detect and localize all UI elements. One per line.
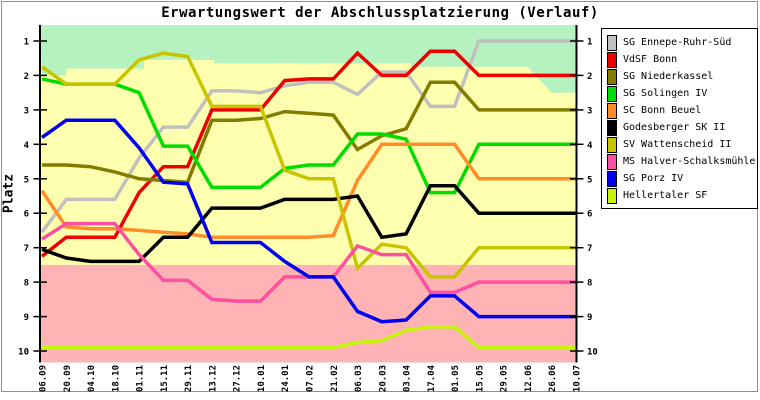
legend-item: SG Solingen IV (607, 85, 757, 102)
legend-item: VdSF Bonn (607, 51, 757, 68)
legend-item: SG Niederkassel (607, 68, 757, 85)
legend-label: VdSF Bonn (623, 54, 678, 65)
series-line-1 (40, 49, 576, 258)
y-tick-label-right: 5 (587, 175, 592, 185)
legend-swatch (607, 119, 617, 136)
legend-item: SV Wattenscheid II (607, 136, 757, 153)
chart-title: Erwartungswert der Abschlussplatzierung … (161, 5, 599, 21)
x-tick-label: 24.01 (281, 365, 291, 392)
legend-item: Godesberger SK II (607, 119, 757, 136)
x-tick-label: 29.11 (184, 365, 194, 392)
x-tick-label: 20.09 (63, 365, 73, 392)
x-tick-label: 18.10 (111, 365, 121, 392)
legend-swatch (607, 136, 617, 153)
y-axis-title: Platz (1, 173, 17, 214)
legend-swatch (607, 34, 617, 51)
y-tick-label-right: 2 (587, 72, 592, 82)
legend-item: MS Halver-Schalksmühle (607, 153, 757, 170)
x-tick-label: 01.11 (136, 365, 146, 392)
x-tick-label: 10.07 (573, 365, 583, 392)
y-tick-label-left: 7 (24, 244, 29, 254)
legend-swatch (607, 85, 617, 102)
y-tick-label-right: 6 (587, 210, 592, 220)
x-tick-label: 15.11 (160, 365, 170, 392)
x-tick-label: 26.06 (548, 365, 558, 392)
series-line-4 (40, 142, 576, 240)
x-tick-label: 27.12 (233, 365, 243, 392)
series-line-2 (42, 80, 576, 185)
x-tick-label: 17.04 (427, 364, 437, 392)
zone-top (40, 25, 577, 93)
legend-label: Hellertaler SF (623, 190, 708, 201)
series-line-6 (40, 51, 576, 279)
y-tick-label-left: 1 (24, 38, 29, 48)
y-tick-label-right: 4 (587, 141, 593, 151)
legend-label: SV Wattenscheid II (623, 139, 732, 150)
x-tick-label: 07.02 (306, 365, 316, 392)
legend-label: SG Solingen IV (623, 88, 708, 99)
y-tick-label-right: 8 (587, 279, 592, 289)
legend-label: SG Porz IV (623, 173, 684, 184)
x-tick-label: 15.05 (475, 365, 485, 392)
legend-item: SG Ennepe-Ruhr-Süd (607, 34, 757, 51)
x-tick-label: 01.05 (451, 365, 461, 392)
series-line-9 (42, 325, 576, 350)
x-tick-label: 06.03 (354, 365, 364, 392)
legend-swatch (607, 68, 617, 85)
legend-label: Godesberger SK II (623, 122, 726, 133)
series-line-3 (41, 77, 576, 195)
x-tick-label: 21.02 (330, 365, 340, 392)
legend-swatch (607, 51, 617, 68)
y-tick-label-right: 9 (587, 313, 592, 323)
y-tick-label-left: 10 (18, 348, 29, 358)
legend-swatch (607, 102, 617, 119)
legend-item: Hellertaler SF (607, 187, 757, 204)
legend-swatch (607, 170, 617, 187)
legend-item: SC Bonn Beuel (607, 102, 757, 119)
legend-label: SG Niederkassel (623, 71, 714, 82)
series-line-8 (40, 118, 576, 324)
legend: SG Ennepe-Ruhr-Süd VdSF Bonn SG Niederkass… (601, 28, 758, 209)
x-tick-label: 03.04 (403, 364, 413, 392)
x-tick-label: 13.12 (208, 365, 218, 392)
legend-label: SG Ennepe-Ruhr-Süd (623, 37, 732, 48)
legend-swatch (607, 187, 617, 204)
series-line-5 (41, 183, 576, 264)
x-tick-label: 10.01 (257, 365, 267, 392)
x-tick-label: 29.05 (500, 365, 510, 392)
series-line-0 (40, 39, 576, 234)
y-tick-label-left: 4 (24, 141, 30, 151)
y-tick-label-left: 9 (24, 313, 29, 323)
legend-label: SC Bonn Beuel (623, 105, 702, 116)
legend-item: SG Porz IV (607, 170, 757, 187)
y-tick-label-right: 10 (587, 348, 598, 358)
y-tick-label-left: 8 (24, 279, 29, 289)
legend-label: MS Halver-Schalksmühle (623, 156, 756, 167)
x-tick-label: 04.10 (87, 365, 97, 392)
y-tick-label-right: 7 (587, 244, 592, 254)
y-tick-label-right: 3 (587, 106, 592, 116)
legend-swatch (607, 153, 617, 170)
x-tick-label: 06.09 (39, 365, 49, 392)
x-tick-label: 12.06 (524, 365, 534, 392)
y-tick-label-left: 5 (24, 175, 29, 185)
y-tick-label-right: 1 (587, 38, 592, 48)
y-tick-label-left: 3 (24, 106, 29, 116)
y-tick-label-left: 6 (24, 210, 29, 220)
y-tick-label-left: 2 (24, 72, 29, 82)
x-tick-label: 20.03 (378, 365, 388, 392)
